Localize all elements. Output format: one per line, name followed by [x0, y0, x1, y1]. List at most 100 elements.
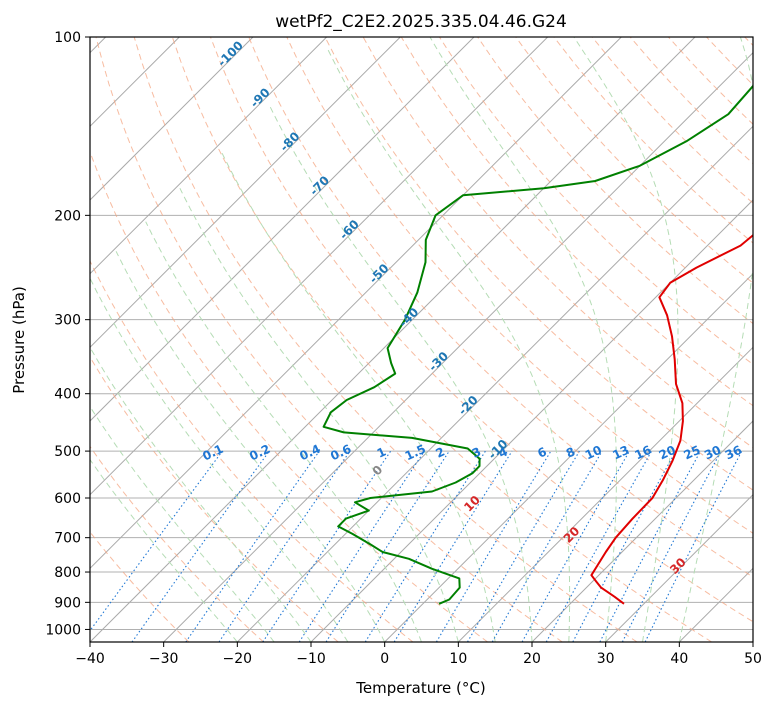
grid-layer: [90, 37, 753, 642]
mixing-ratio-line: [325, 450, 450, 642]
mixing-ratio-line: [298, 450, 425, 642]
y-tick-label: 1000: [45, 622, 81, 638]
moist-adiabat: [115, 251, 386, 642]
x-tick-label: −20: [223, 651, 253, 667]
isotherm-line: [531, 420, 753, 642]
isotherm-line: [236, 125, 753, 642]
isotherm-line: [752, 641, 753, 642]
dry-adiabat: [591, 37, 753, 204]
dry-adiabat: [515, 37, 753, 284]
isotherm-line: [90, 37, 475, 422]
x-tick-label: 40: [670, 651, 688, 667]
dry-adiabat: [286, 37, 753, 534]
isotherm-label: -70: [307, 173, 332, 198]
moist-adiabat: [678, 37, 753, 642]
dry-adiabat: [248, 37, 753, 578]
dry-adiabat: [90, 531, 190, 642]
y-tick-label: 200: [54, 208, 81, 224]
overlay-layer: [90, 37, 753, 642]
y-tick-label: 300: [54, 313, 81, 329]
isotherm-label: -50: [366, 261, 391, 286]
x-tick-label: 0: [380, 651, 389, 667]
dry-adiabat-label: 0: [370, 463, 386, 479]
dry-adiabat: [171, 37, 712, 642]
dry-adiabat: [553, 37, 753, 244]
x-tick-label: 10: [449, 651, 467, 667]
isotherm-line: [90, 37, 549, 496]
y-tick-label: 600: [54, 491, 81, 507]
dry-adiabat-label: 20: [561, 524, 583, 546]
moist-adiabat: [90, 405, 275, 642]
y-tick-label: 800: [54, 565, 81, 581]
mixing-ratio-label: 10: [583, 443, 604, 463]
moist-adiabat: [179, 187, 459, 642]
axis-layer: −40 −30 −20 −10 0 10 20 30 40 5010020030040050060…: [45, 30, 762, 667]
mixing-ratio-label: 2: [433, 444, 446, 460]
y-tick-label: 100: [54, 30, 81, 46]
isotherm-line: [605, 493, 753, 642]
mixing-ratio-label: 20: [657, 443, 678, 463]
dewpoint-profile: [322, 84, 753, 605]
mixing-ratio-line: [90, 450, 223, 632]
x-tick-label: 30: [597, 651, 615, 667]
dry-adiabat-label: 30: [667, 555, 689, 577]
mixing-ratio-label: 0.4: [297, 442, 322, 464]
isotherm-label: -20: [456, 393, 481, 418]
x-tick-label: −30: [149, 651, 179, 667]
mixing-ratio-label: 16: [632, 443, 653, 463]
dry-adiabat: [210, 37, 753, 623]
isotherm-line: [90, 37, 254, 201]
x-tick-label: −40: [75, 651, 105, 667]
isotherm-line: [457, 346, 753, 642]
dry-adiabat: [668, 37, 753, 125]
dry-adiabat: [744, 37, 753, 47]
y-tick-label: 500: [54, 444, 81, 460]
mixing-ratio-line: [599, 450, 701, 642]
mixing-ratio-line: [131, 450, 270, 642]
dry-adiabat: [95, 37, 563, 642]
mixing-ratio-line: [435, 450, 552, 642]
x-axis-label: Temperature (°C): [355, 679, 485, 697]
moist-adiabat: [90, 458, 238, 642]
dry-adiabat: [706, 37, 753, 86]
isotherm-line: [163, 51, 753, 642]
isotherm-line: [90, 37, 622, 570]
dry-adiabat: [90, 259, 414, 642]
dry-adiabat-label: 10: [461, 493, 483, 515]
mixing-ratio-label: 30: [702, 443, 723, 463]
plot-frame: [89, 36, 754, 643]
y-tick-label: 900: [54, 595, 81, 611]
mixing-ratio-label: 1.5: [403, 442, 428, 464]
mixing-ratio-label: 0.6: [328, 442, 353, 464]
mixing-ratio-line: [467, 450, 580, 642]
mixing-ratio-line: [644, 450, 743, 642]
mixing-ratio-label: 6: [535, 444, 548, 460]
isotherm-label: -90: [248, 85, 273, 110]
mixing-ratio-line: [545, 450, 653, 642]
mixing-ratio-line: [218, 450, 351, 642]
moist-adiabat: [90, 346, 312, 642]
mixing-ratio-line: [364, 450, 486, 642]
dry-adiabat: [90, 445, 264, 642]
mixing-ratio-line: [572, 450, 677, 642]
mixing-ratio-label: 25: [682, 443, 703, 463]
moist-adiabat: [268, 104, 533, 642]
isotherm-line: [90, 37, 328, 275]
x-tick-label: 50: [744, 651, 762, 667]
isotherm-label: -80: [277, 129, 302, 154]
x-tick-label: 20: [523, 651, 541, 667]
y-axis-label: Pressure (hPa): [10, 286, 28, 394]
isotherm-label: -60: [337, 217, 362, 242]
mixing-ratio-line: [393, 450, 513, 642]
mixing-ratio-label: 36: [723, 443, 744, 463]
isotherm-label: -100: [215, 38, 246, 69]
dry-adiabat: [90, 150, 488, 642]
isotherm-line: [384, 272, 753, 642]
moist-adiabat: [219, 149, 496, 642]
isotherm-line: [90, 37, 401, 349]
y-tick-label: 700: [54, 531, 81, 547]
moist-adiabat: [90, 277, 349, 642]
isotherm-line: [678, 567, 753, 642]
y-tick-label: 400: [54, 387, 81, 403]
